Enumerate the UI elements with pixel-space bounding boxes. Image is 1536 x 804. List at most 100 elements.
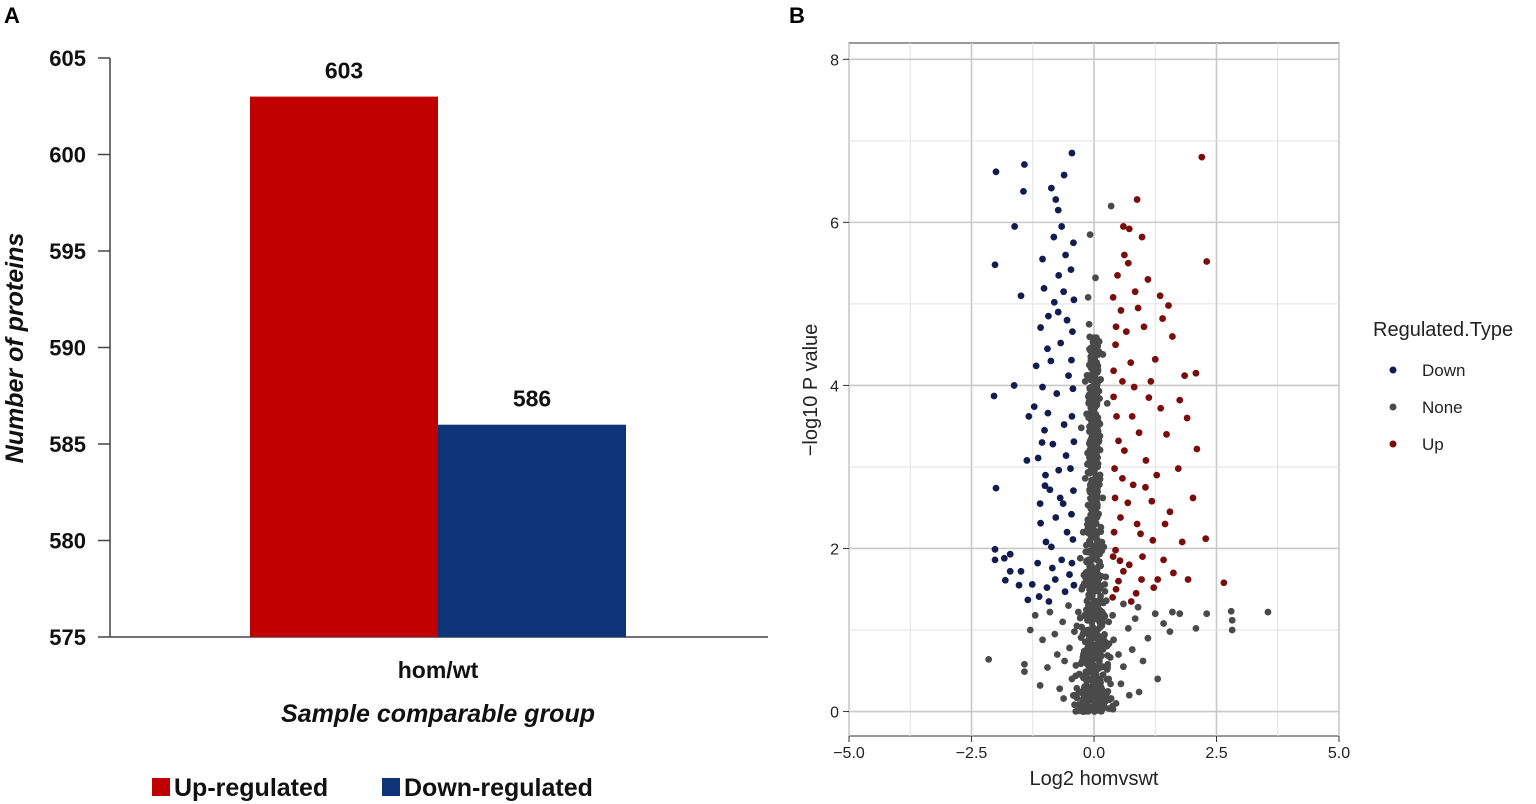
point-down bbox=[1045, 598, 1053, 605]
point-none bbox=[1103, 399, 1111, 407]
point-up bbox=[1110, 367, 1117, 375]
point-none bbox=[1092, 615, 1100, 622]
point-none bbox=[1087, 425, 1094, 432]
point-none bbox=[1192, 624, 1200, 632]
point-none bbox=[1117, 680, 1125, 688]
point-none bbox=[1139, 657, 1147, 665]
point-none bbox=[1091, 546, 1099, 554]
point-down bbox=[1058, 223, 1066, 230]
point-none bbox=[1087, 464, 1095, 472]
y-axis-title: Number of proteins bbox=[1, 233, 29, 464]
point-none bbox=[1093, 574, 1100, 581]
point-none bbox=[1046, 608, 1054, 616]
point-none bbox=[1135, 688, 1143, 696]
point-none bbox=[1081, 581, 1089, 589]
point-none bbox=[1085, 501, 1093, 509]
point-none bbox=[1169, 608, 1176, 616]
point-none bbox=[1039, 636, 1046, 644]
point-up bbox=[1161, 520, 1169, 528]
series-down bbox=[990, 149, 1078, 605]
bar-group bbox=[250, 96, 626, 638]
point-none bbox=[1090, 505, 1097, 513]
point-none bbox=[1092, 274, 1099, 282]
point-up bbox=[1125, 561, 1133, 569]
point-down bbox=[1067, 266, 1075, 274]
point-none bbox=[1087, 531, 1095, 538]
point-down bbox=[1037, 519, 1044, 527]
point-up bbox=[1159, 315, 1166, 322]
point-down bbox=[1053, 390, 1061, 397]
y-tick-label: 600 bbox=[49, 143, 86, 168]
point-up bbox=[1122, 328, 1130, 336]
point-none bbox=[1036, 682, 1044, 689]
y-tick-label-b: 6 bbox=[830, 215, 839, 232]
point-down bbox=[1021, 161, 1028, 168]
point-none bbox=[1097, 582, 1105, 590]
y-axis-title-b: −log10 P value bbox=[800, 324, 822, 457]
point-down bbox=[1062, 452, 1070, 459]
panel-b-label: B bbox=[789, 3, 805, 28]
point-down bbox=[1006, 567, 1014, 575]
point-up bbox=[1140, 323, 1148, 331]
point-up bbox=[1183, 414, 1191, 422]
point-none bbox=[1079, 708, 1087, 715]
point-up bbox=[1111, 494, 1119, 502]
point-none bbox=[1081, 674, 1088, 681]
point-up bbox=[1124, 499, 1132, 507]
point-up bbox=[1138, 576, 1145, 583]
point-none bbox=[1026, 626, 1034, 634]
point-down bbox=[1063, 528, 1071, 536]
bar-value-label: 603 bbox=[325, 58, 363, 84]
legend-dot-none bbox=[1389, 403, 1397, 411]
x-tick-label: 2.5 bbox=[1205, 745, 1227, 762]
point-none bbox=[1085, 516, 1093, 523]
bar-down-regulated bbox=[438, 424, 626, 637]
point-down bbox=[1050, 233, 1058, 241]
point-up bbox=[1156, 292, 1164, 300]
point-down bbox=[1023, 457, 1031, 464]
bar-label-group: 603 586 bbox=[325, 58, 551, 412]
point-down bbox=[1067, 465, 1074, 472]
point-none bbox=[1087, 627, 1095, 635]
point-down bbox=[1070, 239, 1077, 247]
point-down bbox=[1051, 576, 1059, 583]
point-none bbox=[1097, 687, 1105, 695]
legend-label-up: Up-regulated bbox=[174, 774, 328, 802]
point-none bbox=[1021, 660, 1028, 668]
point-none bbox=[1044, 664, 1051, 671]
point-down bbox=[1010, 382, 1018, 389]
point-none bbox=[1088, 440, 1096, 448]
point-none bbox=[1228, 616, 1236, 624]
point-none bbox=[1115, 651, 1122, 658]
point-down bbox=[1052, 514, 1060, 521]
point-down bbox=[1047, 357, 1055, 365]
point-none bbox=[1098, 616, 1106, 624]
point-none bbox=[1096, 395, 1103, 402]
point-none bbox=[1090, 334, 1098, 342]
point-down bbox=[1000, 554, 1008, 562]
point-up bbox=[1125, 225, 1133, 233]
point-down bbox=[1066, 571, 1073, 578]
point-down bbox=[1061, 588, 1069, 596]
point-none bbox=[1105, 618, 1113, 626]
point-none bbox=[1128, 646, 1136, 653]
point-none bbox=[1094, 460, 1102, 468]
point-none bbox=[1056, 685, 1064, 693]
point-none bbox=[1120, 600, 1127, 608]
point-down bbox=[1055, 466, 1063, 474]
point-down bbox=[1045, 312, 1052, 320]
point-up bbox=[1184, 576, 1192, 583]
point-none bbox=[1093, 369, 1101, 376]
legend-label-up-b: Up bbox=[1422, 435, 1444, 454]
point-down bbox=[992, 168, 1000, 176]
point-down bbox=[1069, 385, 1077, 393]
point-down bbox=[1068, 413, 1076, 420]
point-down bbox=[1047, 184, 1055, 192]
point-down bbox=[1058, 556, 1066, 564]
legend-b: Regulated.Type Down None Up bbox=[1373, 319, 1513, 454]
point-none bbox=[1087, 383, 1095, 391]
point-none bbox=[1087, 373, 1095, 381]
volcano-plot-panel: −5.0 −2.5 0.0 2.5 5.0 0 2 4 6 8 Log2 homvswt −lo… bbox=[800, 42, 1513, 790]
point-none bbox=[1092, 390, 1099, 397]
